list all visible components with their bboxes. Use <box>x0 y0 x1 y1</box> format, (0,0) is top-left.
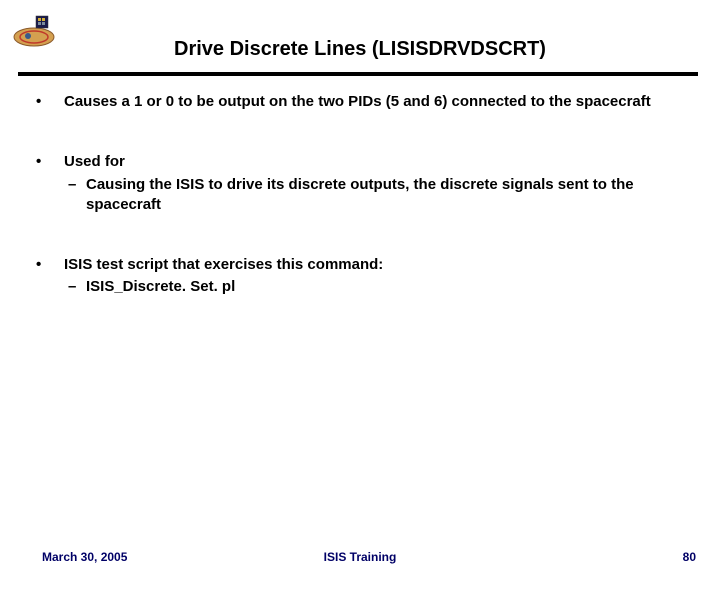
sub-bullet: – Causing the ISIS to drive its discrete… <box>64 175 686 216</box>
bullet-body: ISIS test script that exercises this com… <box>64 255 686 298</box>
bullet-marker: • <box>36 92 64 112</box>
sub-text: ISIS_Discrete. Set. pl <box>86 277 235 297</box>
bullet-text: ISIS test script that exercises this com… <box>64 255 686 275</box>
bullet-body: Used for – Causing the ISIS to drive its… <box>64 152 686 215</box>
slide-footer: March 30, 2005 ISIS Training 80 <box>0 550 720 570</box>
bullet-item: • Causes a 1 or 0 to be output on the tw… <box>36 92 686 112</box>
bullet-marker: • <box>36 152 64 215</box>
footer-page-number: 80 <box>683 550 696 564</box>
bullet-item: • Used for – Causing the ISIS to drive i… <box>36 152 686 215</box>
bullet-text: Used for <box>64 152 686 172</box>
footer-title: ISIS Training <box>0 550 720 564</box>
bullet-text: Causes a 1 or 0 to be output on the two … <box>64 92 651 112</box>
sub-marker: – <box>64 277 86 297</box>
title-underline <box>18 72 698 76</box>
bullet-marker: • <box>36 255 64 298</box>
sub-marker: – <box>64 175 86 216</box>
sub-text: Causing the ISIS to drive its discrete o… <box>86 175 686 216</box>
sub-bullet: – ISIS_Discrete. Set. pl <box>64 277 686 297</box>
slide-title: Drive Discrete Lines (LISISDRVDSCRT) <box>0 38 720 61</box>
bullet-item: • ISIS test script that exercises this c… <box>36 255 686 298</box>
slide-content: • Causes a 1 or 0 to be output on the tw… <box>36 92 686 338</box>
